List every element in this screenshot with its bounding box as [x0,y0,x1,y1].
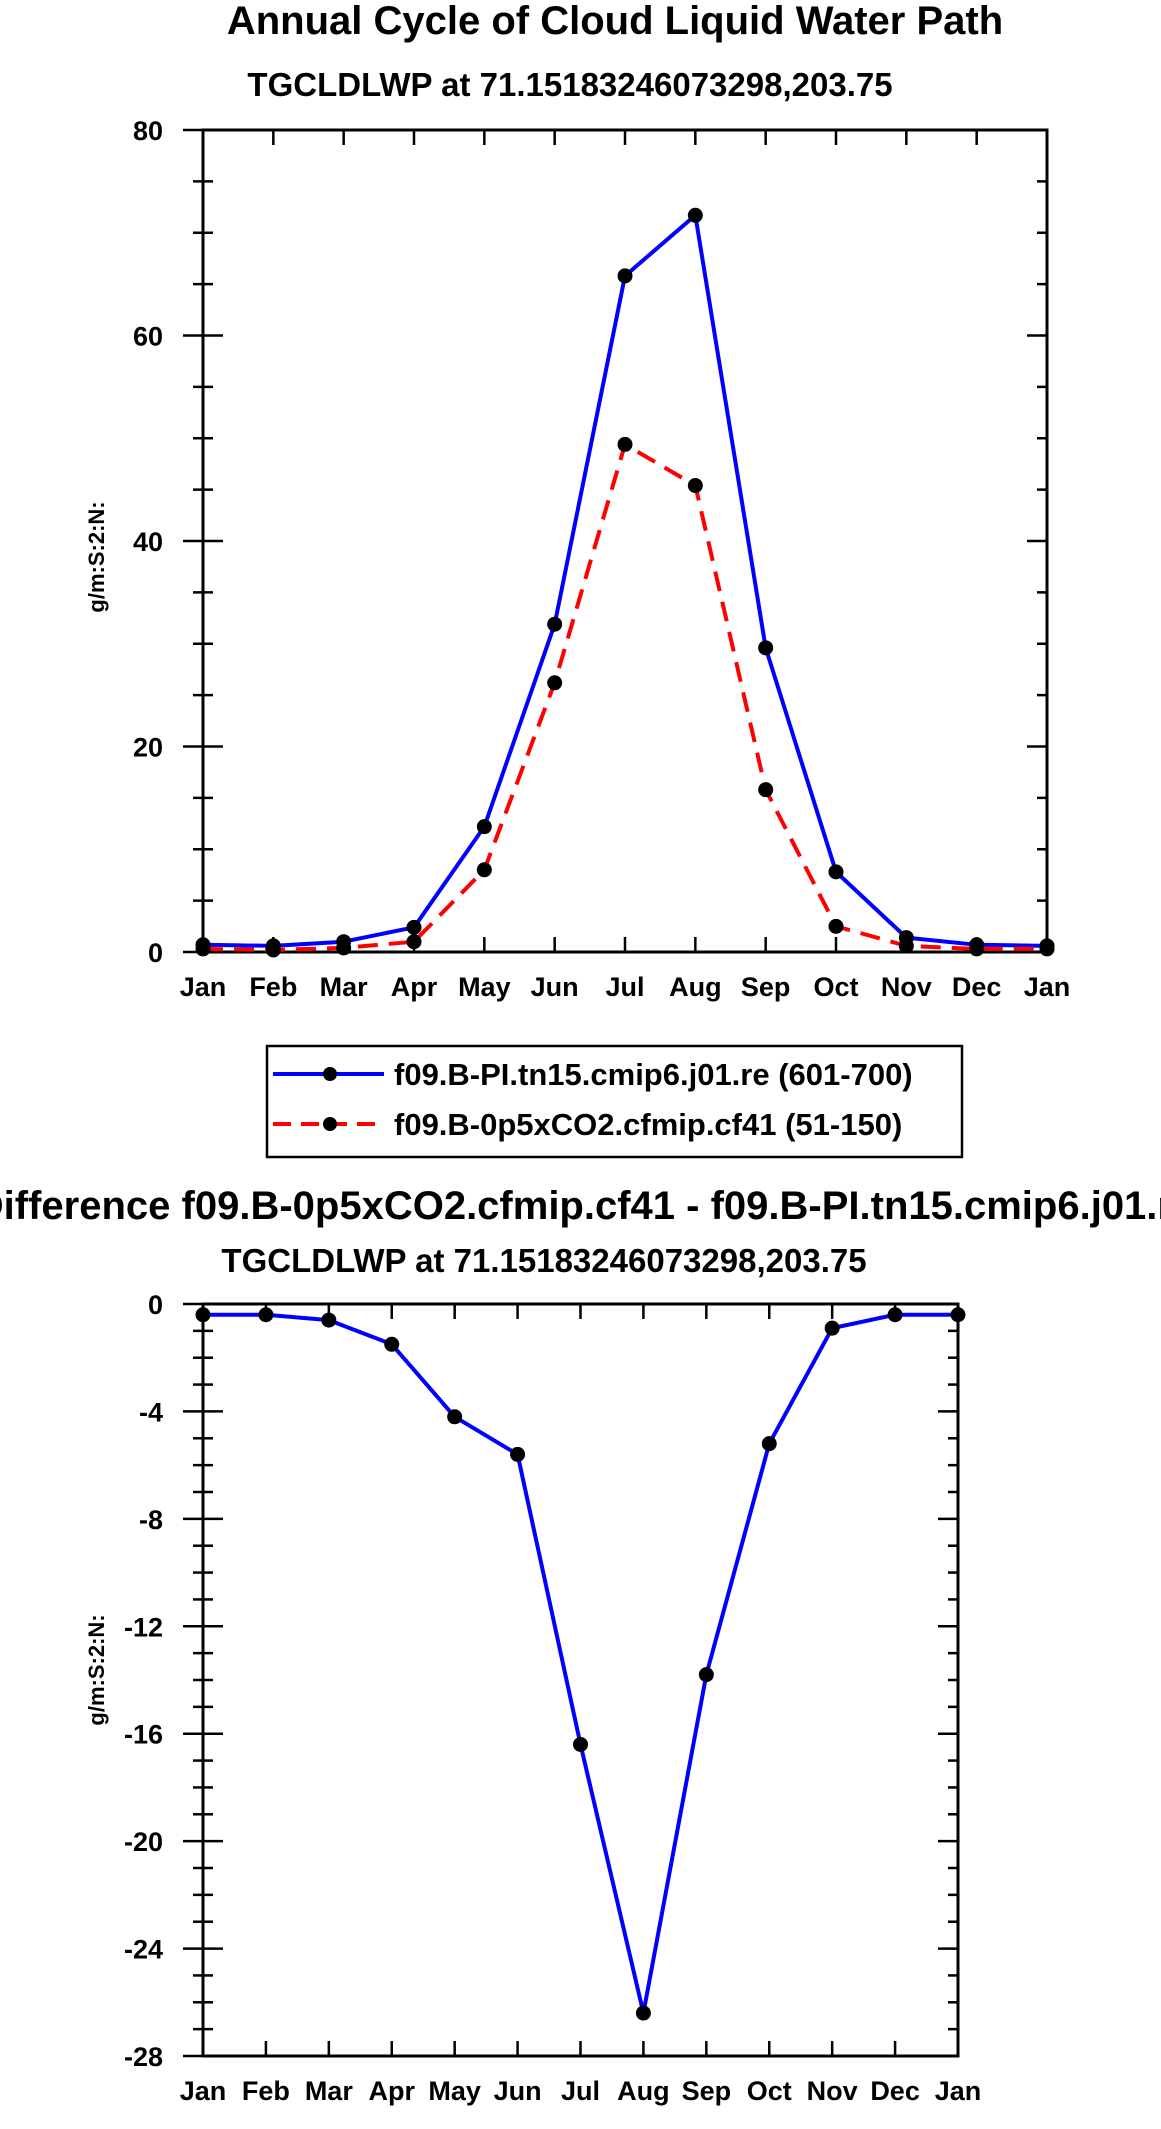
legend-series2-label: f09.B-0p5xCO2.cfmip.cf41 (51-150) [394,1107,902,1142]
chart1-y-tick-label: 20 [133,733,163,763]
chart1-series-1-line [202,213,1048,948]
chart1-frame [201,128,1049,954]
chart1-series-1-point [617,268,633,284]
chart1-series-1-point [828,864,844,880]
chart2-series-1-point [321,1312,337,1328]
chart2-y-tick-label: -24 [124,1935,163,1965]
chart1-series-2-point [1039,941,1055,957]
chart2-series-1-point [635,2005,651,2021]
chart1-series-1-point [758,640,774,656]
chart1-series-2-point [336,940,352,956]
chart1-series-2-point [969,941,985,957]
chart2-series-1-line [203,1312,958,2016]
chart1-series-2-point [898,938,914,954]
chart1-x-tick-label: Jan [180,972,227,1002]
chart1-x-tick-label: Mar [320,972,369,1002]
chart2-y-tick-label: -4 [139,1397,163,1427]
chart1-series-2-point [617,436,633,452]
chart1-subtitle: TGCLDLWP at 71.15183246073298,203.75 [247,66,892,103]
chart2-series-1-point [258,1307,274,1323]
legend-box [265,1044,964,1159]
chart1-x-tick-label: Aug [669,972,721,1002]
chart1-title: Annual Cycle of Cloud Liquid Water Path [227,0,1003,43]
chart2-x-tick-label: May [428,2076,481,2106]
chart2-y-tick-label: -20 [124,1827,163,1857]
chart1-x-tick-label: Oct [813,972,858,1002]
chart2-frame [201,1302,960,2058]
chart2-x-tick-label: Jul [561,2076,600,2106]
chart2-y-tick-label: 0 [148,1290,163,1320]
chart1-series-2-point [406,934,422,950]
chart2-x-tick-label: Dec [870,2076,920,2106]
chart2-y-tick-label: -16 [124,1720,163,1750]
chart1-y-tick-label: 40 [133,527,163,557]
chart1-series-1-point [687,207,703,223]
chart2-x-tick-label: Sep [682,2076,732,2106]
legend-series2-marker [323,1117,337,1131]
chart1-x-tick-label: Sep [741,972,791,1002]
chart2-y-axis-label: g/m:S:2:N: [84,1614,109,1725]
chart2-x-tick-label: Jan [180,2076,227,2106]
chart1-series-2-point [758,782,774,798]
chart1-y-tick-label: 0 [148,938,163,968]
chart2-series-1-point [573,1736,588,1752]
chart2-x-tick-label: Oct [747,2076,792,2106]
chart2-x-tick-label: Apr [369,2076,416,2106]
chart2-title: Difference f09.B-0p5xCO2.cfmip.cf41 - f0… [0,1184,1161,1228]
chart2-series-1-point [195,1307,211,1323]
chart2-series-1-point [510,1446,526,1462]
chart2-subtitle: TGCLDLWP at 71.15183246073298,203.75 [221,1242,866,1279]
chart2-y-tick-label: -28 [124,2042,163,2072]
chart1-series-1-point [406,919,422,935]
chart1-x-tick-label: Jun [531,972,579,1002]
chart2-x-tick-label: Jan [935,2076,982,2106]
chart1-x-tick-label: Jul [605,972,644,1002]
chart2-series-1-point [761,1436,777,1452]
chart2-x-tick-label: Mar [305,2076,354,2106]
chart2-y-tick-label: -8 [139,1505,163,1535]
chart1-series-2-point [476,862,492,878]
chart1-series-1-point [547,616,563,632]
chart2-series-1-point [950,1307,966,1323]
chart1-series-2-point [547,675,563,691]
chart2-x-tick-label: Aug [617,2076,669,2106]
chart2-x-tick-label: Feb [242,2076,290,2106]
chart1-series-1-point [476,819,492,835]
legend-series1-label: f09.B-PI.tn15.cmip6.j01.re (601-700) [394,1057,913,1092]
chart2-x-tick-label: Jun [494,2076,542,2106]
chart1-x-tick-label: Dec [952,972,1002,1002]
chart2-y-tick-label: -12 [124,1612,163,1642]
chart2-series-1-point [887,1307,903,1323]
chart1-y-tick-label: 80 [133,116,163,146]
chart2-series-1-point [824,1320,840,1336]
chart1-x-tick-label: Apr [391,972,438,1002]
legend-series1-marker [323,1067,337,1081]
chart1-plot-area: Jan Feb Mar Apr May Jun Jul Aug Sep Oct Nov Dec Jan 0… [133,116,1070,1002]
chart1-legend: f09.B-PI.tn15.cmip6.j01.re (601-700) f09… [265,1044,964,1159]
chart1-series-2-point [265,942,281,958]
chart1-series-2-point [687,478,703,494]
chart2-series-1-point [447,1409,463,1425]
chart1-y-axis-label: g/m:S:2:N: [84,501,109,612]
chart2-series-1-point [698,1667,714,1683]
chart2-plot-area: Jan Feb Mar Apr May Jun Jul Aug Sep Oct Nov Dec Jan-… [124,1290,981,2106]
chart1-x-tick-label: Jan [1024,972,1071,1002]
chart1-y-tick-label: 60 [133,322,163,352]
chart1-series-2-point [828,918,844,934]
chart1-series-2-line [202,442,1047,952]
chart1-x-tick-label: May [458,972,511,1002]
chart1-x-tick-label: Nov [881,972,932,1002]
chart2-series-1-point [384,1336,400,1352]
chart1-x-tick-label: Feb [249,972,297,1002]
chart1-series-2-point [195,941,211,957]
chart2-x-tick-label: Nov [807,2076,858,2106]
